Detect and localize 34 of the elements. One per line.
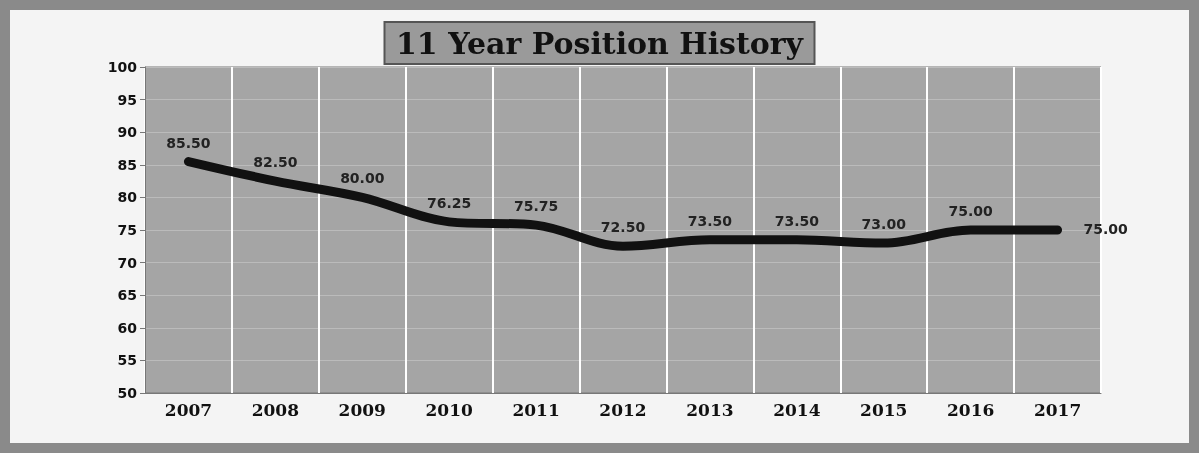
x-tick-label: 2015	[860, 399, 908, 420]
data-label: 73.00	[861, 216, 907, 233]
data-label: 82.50	[253, 154, 298, 171]
y-tick-label: 60	[117, 319, 138, 336]
data-label: 85.50	[166, 134, 211, 151]
y-tick-label: 65	[117, 287, 137, 304]
y-tick-label: 70	[117, 254, 138, 271]
x-tick-label: 2007	[164, 399, 213, 420]
x-tick-label: 2013	[686, 399, 734, 420]
y-tick-label: 75	[117, 222, 137, 238]
x-tick-label: 2014	[773, 399, 821, 420]
data-label: 73.50	[774, 212, 820, 229]
x-tick-label: 2010	[425, 399, 473, 420]
y-tick-label: 85	[117, 156, 137, 173]
chart-title: 11 Year Position History	[395, 25, 805, 61]
y-tick-label: 95	[117, 91, 137, 108]
y-tick-label: 90	[117, 124, 138, 141]
data-label: 73.50	[687, 212, 733, 229]
y-tick-label: 100	[107, 59, 138, 75]
data-label: 80.00	[340, 170, 385, 187]
x-tick-label: 2008	[251, 399, 300, 420]
y-tick-label: 50	[117, 385, 138, 401]
data-label: 75.75	[513, 198, 559, 215]
y-tick-label: 80	[117, 189, 138, 206]
x-tick-label: 2012	[599, 399, 647, 420]
x-tick-label: 2011	[512, 399, 560, 420]
x-tick-label: 2009	[338, 399, 386, 420]
x-tick-label: 2017	[1033, 399, 1082, 420]
data-label: 75.00	[1083, 221, 1128, 237]
y-tick-label: 55	[117, 352, 137, 369]
data-label: 72.50	[600, 219, 646, 236]
x-tick-label: 2016	[946, 399, 995, 420]
data-label: 75.00	[948, 203, 994, 219]
data-label: 76.25	[427, 194, 472, 211]
